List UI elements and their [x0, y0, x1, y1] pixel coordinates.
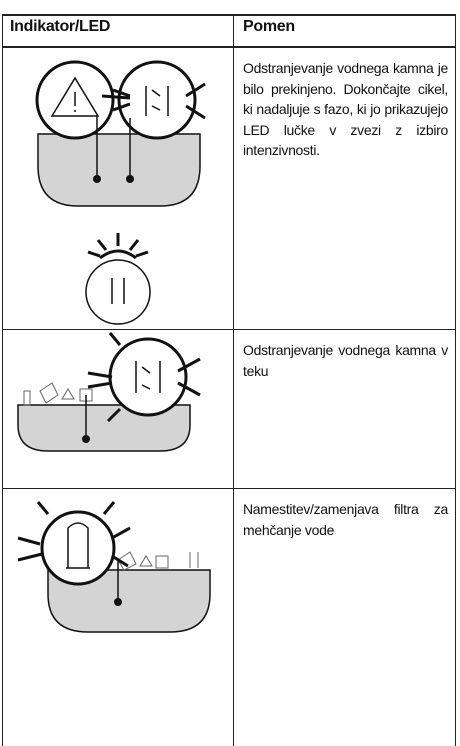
- table-border: [2, 14, 3, 746]
- table-border: [2, 488, 456, 489]
- icon-shape: [117, 60, 197, 140]
- table-border: [2, 46, 456, 48]
- table-border: [455, 14, 456, 746]
- illustration: [17, 501, 211, 633]
- icon-shape: [40, 510, 116, 586]
- icon-shape: [66, 522, 90, 569]
- icon-shape: [17, 501, 131, 568]
- icon-shape: [114, 598, 122, 606]
- icon-shape: [82, 435, 90, 443]
- table-border: [2, 329, 456, 330]
- icon-shape: [145, 86, 169, 116]
- icon-shape: [85, 259, 151, 325]
- icon-shape: [135, 361, 161, 393]
- icon-shape: [87, 332, 201, 423]
- illustration: [17, 332, 201, 452]
- icon-shape: [47, 569, 211, 633]
- header-cell: Pomen: [243, 18, 295, 35]
- cell-text: Namestitev/zamenjava filtra za mehčanje …: [243, 501, 448, 538]
- illustration: [35, 60, 206, 325]
- icon-shape: [23, 382, 93, 406]
- icon-shape: [117, 551, 199, 571]
- icon-shape: [37, 133, 201, 207]
- cell-text: Odstranjevanje vodnega kamna je bilo pre…: [243, 60, 448, 158]
- icon-shape: [126, 175, 134, 183]
- icon-shape: [93, 175, 101, 183]
- table-border: [233, 14, 234, 746]
- icon-shape: [87, 233, 149, 260]
- icon-shape: [111, 278, 125, 304]
- table-border: [2, 14, 456, 16]
- icon-shape: [17, 404, 191, 452]
- header-cell: Indikator/LED: [10, 18, 111, 35]
- icon-shape: [108, 337, 188, 417]
- cell-text: Odstranjevanje vodnega kamna v teku: [243, 342, 448, 379]
- icon-shape: [50, 76, 100, 117]
- icon-shape: [101, 82, 206, 120]
